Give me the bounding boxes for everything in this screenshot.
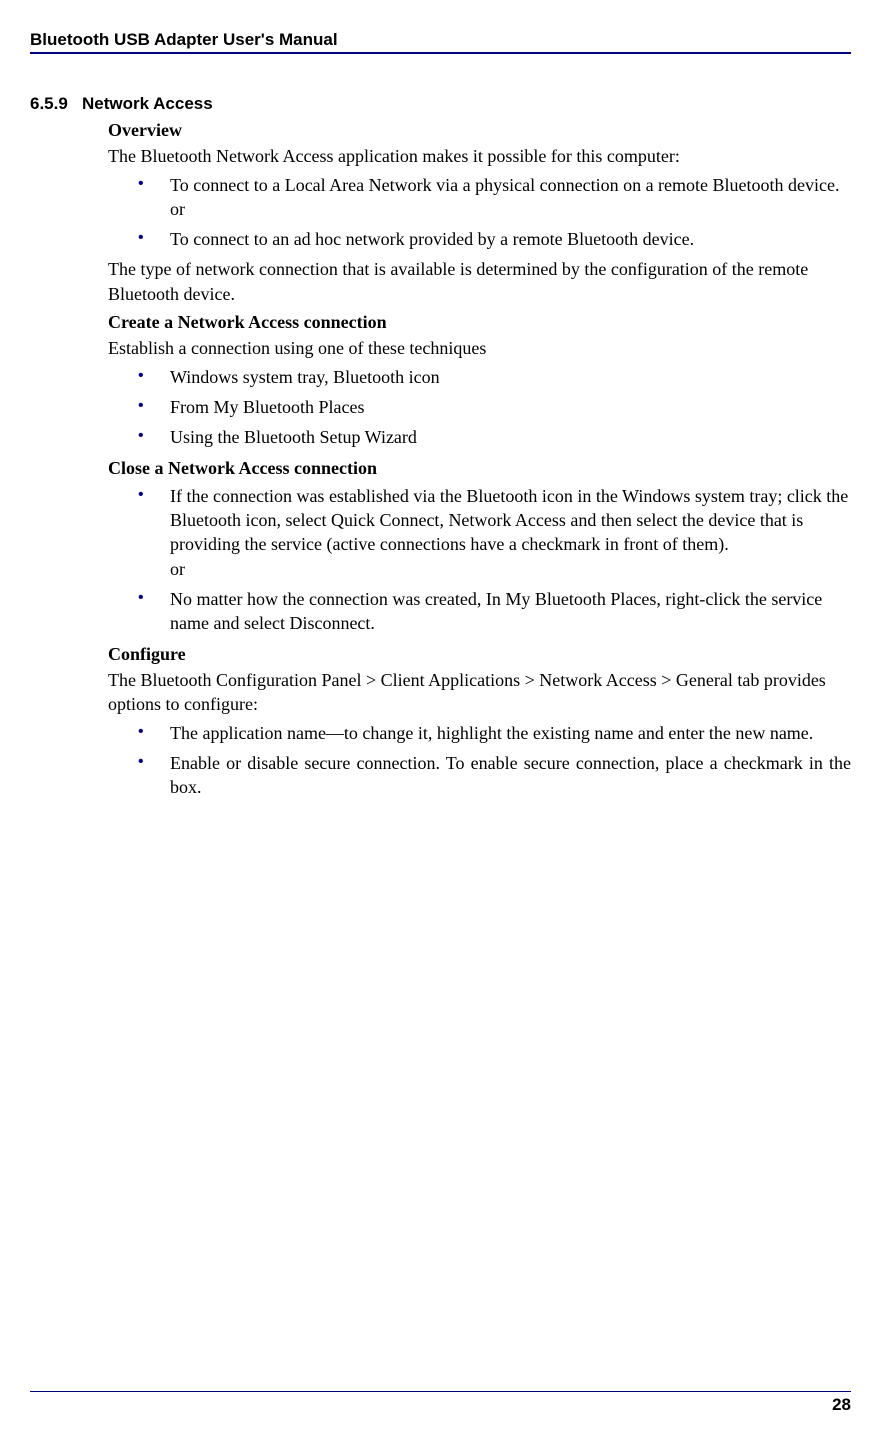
manual-title: Bluetooth USB Adapter User's Manual	[30, 30, 851, 54]
list-item: To connect to an ad hoc network provided…	[108, 227, 851, 251]
content-block: Overview The Bluetooth Network Access ap…	[108, 118, 851, 799]
configure-intro: The Bluetooth Configuration Panel > Clie…	[108, 668, 851, 717]
list-item: Windows system tray, Bluetooth icon	[108, 365, 851, 389]
footer-rule	[30, 1391, 851, 1393]
section-title: Network Access	[82, 94, 213, 113]
list-item: The application name—to change it, highl…	[108, 721, 851, 745]
list-item: From My Bluetooth Places	[108, 395, 851, 419]
section-heading: 6.5.9 Network Access	[30, 94, 851, 114]
overview-heading: Overview	[108, 118, 851, 142]
list-item: No matter how the connection was created…	[108, 587, 851, 636]
overview-outro: The type of network connection that is a…	[108, 257, 851, 306]
footer: 28	[30, 1391, 851, 1415]
create-intro: Establish a connection using one of thes…	[108, 336, 851, 360]
overview-bullets: To connect to a Local Area Network via a…	[108, 173, 851, 252]
close-bullets: If the connection was established via th…	[108, 484, 851, 636]
page-number: 28	[30, 1395, 851, 1415]
list-item: To connect to a Local Area Network via a…	[108, 173, 851, 222]
overview-intro: The Bluetooth Network Access application…	[108, 144, 851, 168]
configure-bullets: The application name—to change it, highl…	[108, 721, 851, 800]
section-number: 6.5.9	[30, 94, 68, 113]
list-item: Using the Bluetooth Setup Wizard	[108, 425, 851, 449]
document-page: Bluetooth USB Adapter User's Manual 6.5.…	[0, 0, 881, 1445]
list-item: Enable or disable secure connection. To …	[108, 751, 851, 800]
create-bullets: Windows system tray, Bluetooth icon From…	[108, 365, 851, 450]
list-item: If the connection was established via th…	[108, 484, 851, 581]
configure-heading: Configure	[108, 642, 851, 666]
create-heading: Create a Network Access connection	[108, 310, 851, 334]
close-heading: Close a Network Access connection	[108, 456, 851, 480]
